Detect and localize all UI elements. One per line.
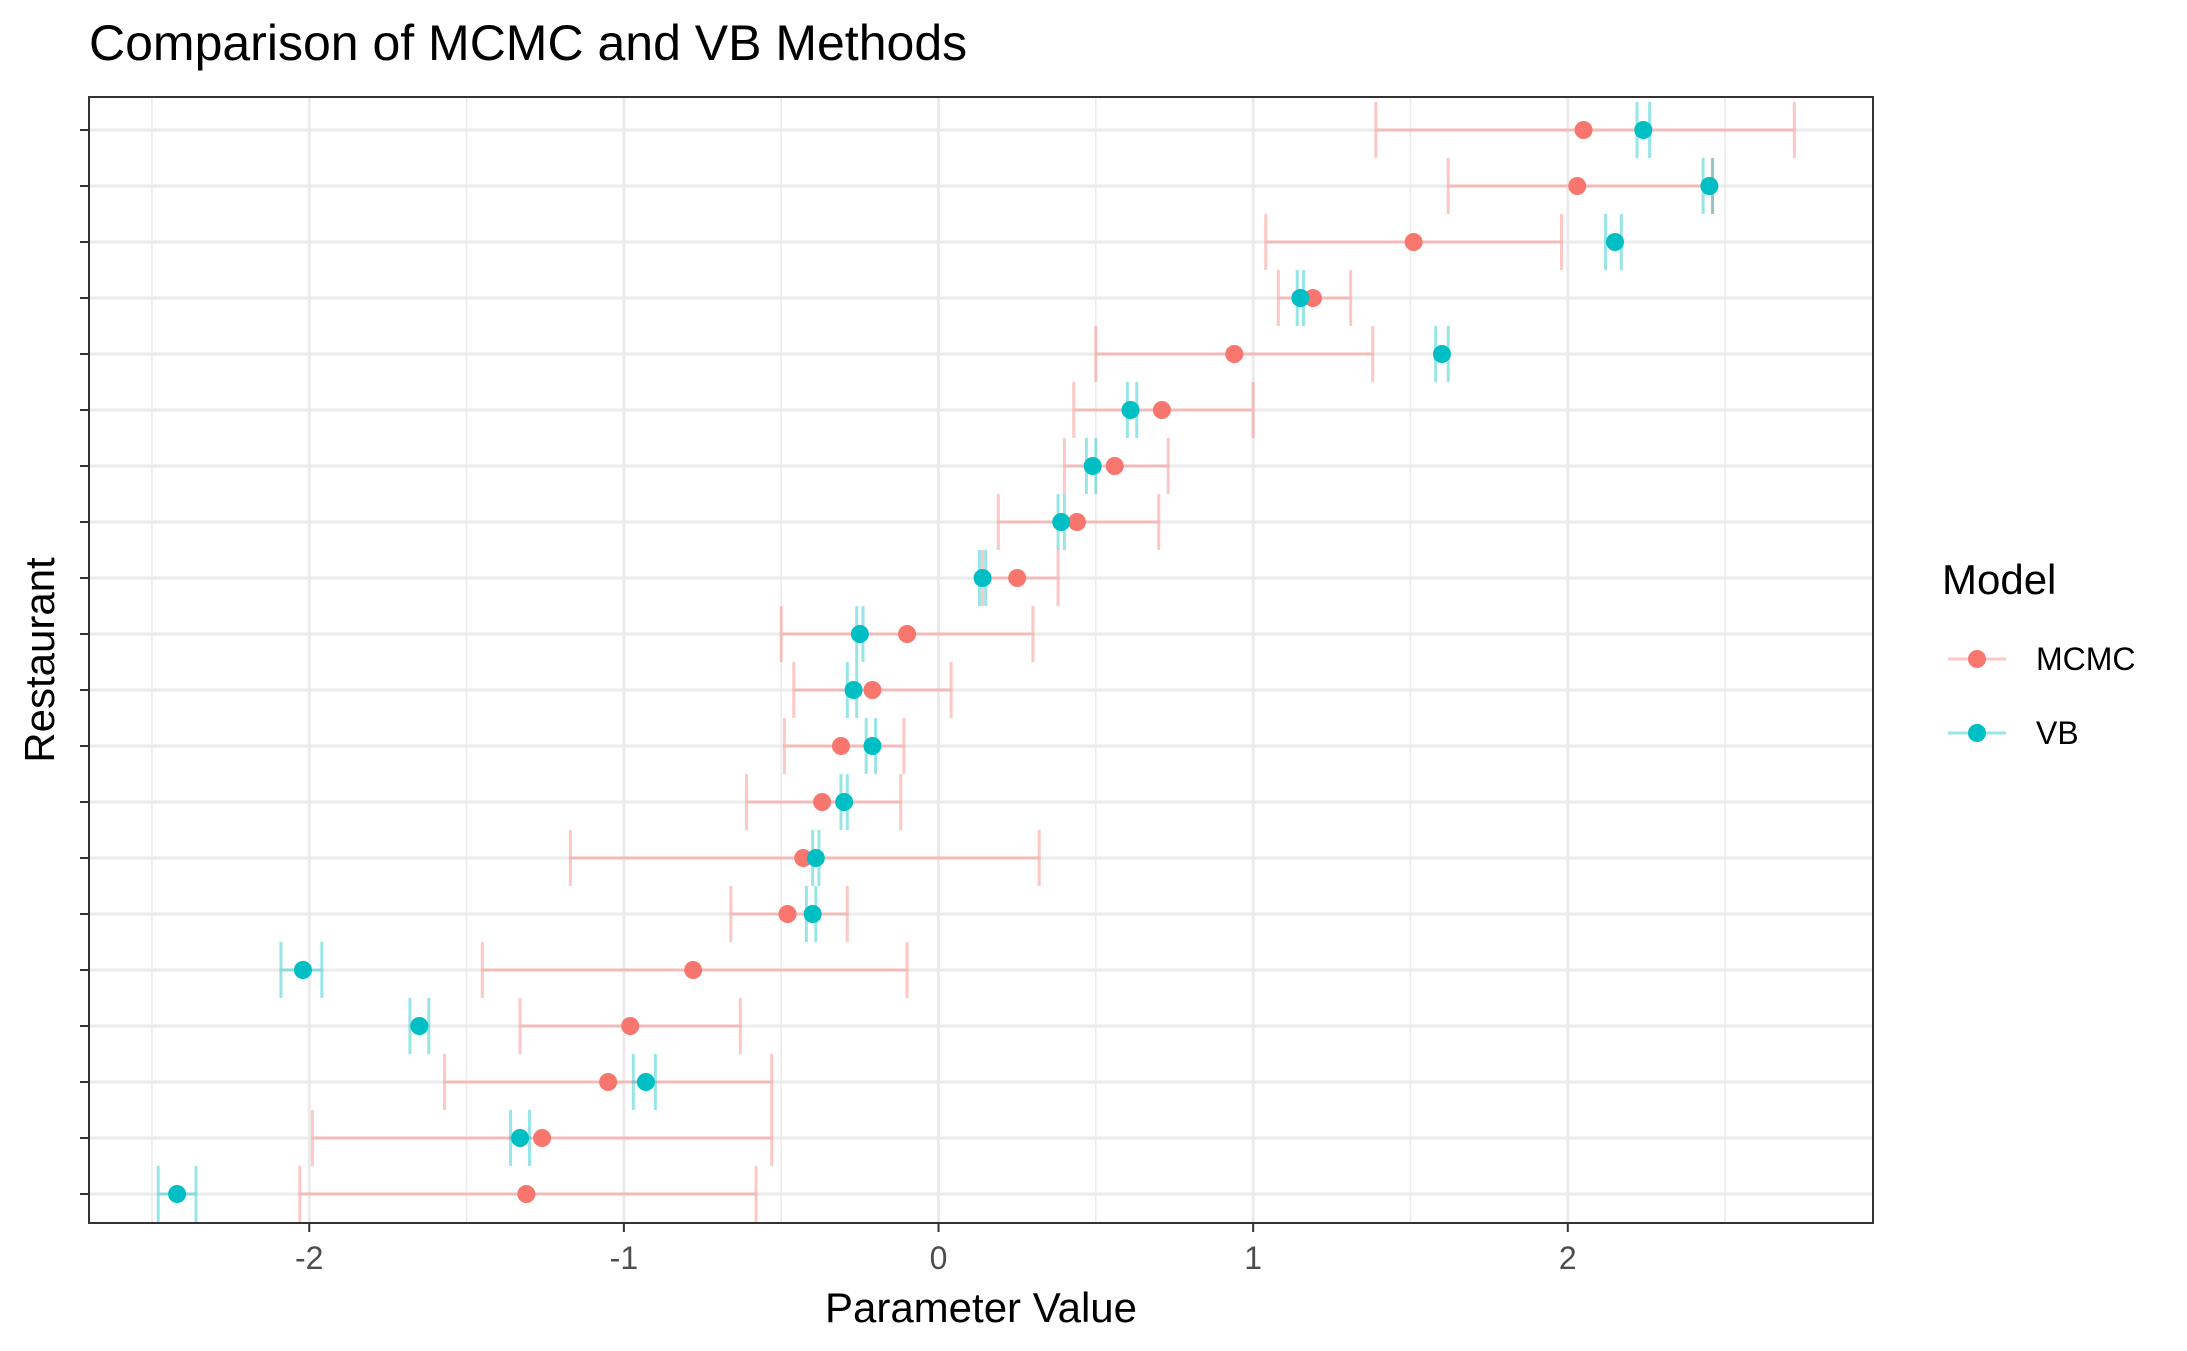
x-tick-label: 2 [1559, 1240, 1577, 1276]
vb-point [1121, 401, 1140, 419]
x-tick-label: -2 [295, 1240, 323, 1276]
mcmc-point [1152, 401, 1171, 419]
mcmc-point [794, 849, 813, 867]
vb-point [803, 905, 822, 923]
mcmc-point [1008, 569, 1027, 587]
x-axis-title: Parameter Value [825, 1284, 1137, 1331]
mcmc-point [1225, 345, 1244, 363]
mcmc-point [1574, 121, 1593, 139]
mcmc-point [898, 625, 917, 643]
mcmc-legend-label: MCMC [2036, 641, 2136, 677]
vb-point [806, 849, 825, 867]
mcmc-point [1568, 177, 1587, 195]
mcmc-point [831, 737, 850, 755]
mcmc-point [621, 1017, 640, 1035]
mcmc-point [684, 961, 703, 979]
mcmc-point [1105, 457, 1124, 475]
vb-legend-label: VB [2036, 715, 2079, 751]
vb-point [1052, 513, 1071, 531]
vb-point [168, 1185, 187, 1203]
vb-point [844, 681, 863, 699]
chart-title: Comparison of MCMC and VB Methods [89, 15, 968, 71]
x-tick-label: 0 [930, 1240, 948, 1276]
mcmc-point [1404, 233, 1423, 251]
mcmc-point [517, 1185, 536, 1203]
vb-legend-swatch [1968, 724, 1986, 742]
vb-point [293, 961, 312, 979]
legend: Model MCMC VB [1942, 556, 2136, 751]
vb-point [511, 1129, 530, 1147]
mcmc-point [1067, 513, 1086, 531]
vb-point [410, 1017, 429, 1035]
mcmc-point [813, 793, 832, 811]
y-axis-title: Restaurant [16, 557, 63, 763]
vb-point [863, 737, 882, 755]
vb-point [973, 569, 992, 587]
panel-border [88, 96, 1874, 1224]
vb-point [1432, 345, 1451, 363]
vb-point [1291, 289, 1310, 307]
vb-point [850, 625, 869, 643]
mcmc-point [778, 905, 797, 923]
mcmc-point [1303, 289, 1322, 307]
data-points [168, 121, 1719, 1203]
mcmc-point [533, 1129, 552, 1147]
mcmc-point [599, 1073, 618, 1091]
error-bars [156, 102, 1796, 1222]
vb-point [1605, 233, 1624, 251]
legend-title: Model [1942, 556, 2056, 603]
axes: -2 -1 0 1 2 [80, 129, 1577, 1276]
x-tick-label: -1 [610, 1240, 638, 1276]
vb-point [1700, 177, 1719, 195]
mcmc-legend-swatch [1968, 650, 1986, 668]
vb-point [1083, 457, 1102, 475]
mcmc-point [863, 681, 882, 699]
grid [89, 97, 1873, 1223]
vb-point [835, 793, 854, 811]
vb-point [1634, 121, 1653, 139]
vb-point [636, 1073, 655, 1091]
x-tick-label: 1 [1244, 1240, 1262, 1276]
